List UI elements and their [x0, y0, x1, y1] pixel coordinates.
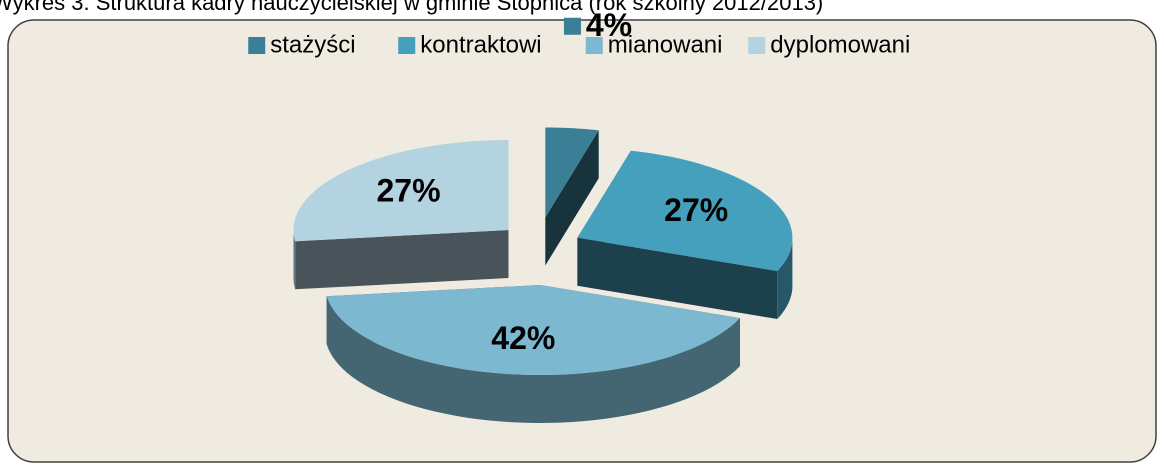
legend-swatch — [748, 37, 766, 54]
slice-wall — [326, 296, 740, 423]
slice — [577, 150, 793, 271]
data-label: 4% — [586, 7, 632, 43]
slice-side — [577, 237, 778, 319]
data-label: 27% — [376, 173, 440, 209]
data-label: 42% — [491, 320, 555, 356]
legend-label: mianowani — [608, 31, 723, 58]
slice-wall — [293, 230, 296, 290]
slice — [293, 140, 509, 242]
legend-swatch — [248, 37, 266, 54]
legend-swatch — [398, 37, 416, 54]
slice — [326, 285, 740, 375]
label-marker — [563, 17, 581, 35]
legend-swatch — [585, 37, 603, 54]
slice-side — [545, 130, 599, 266]
chart-title: Wykres 3. Struktura kadry nauczycielskie… — [0, 0, 823, 15]
legend-label: stażyści — [270, 31, 355, 58]
data-label: 27% — [664, 192, 728, 228]
slice — [545, 127, 599, 218]
slice-wall — [777, 237, 793, 319]
legend-label: dyplomowani — [770, 31, 910, 58]
slice-side — [295, 230, 509, 290]
legend-label: kontraktowi — [420, 31, 541, 58]
